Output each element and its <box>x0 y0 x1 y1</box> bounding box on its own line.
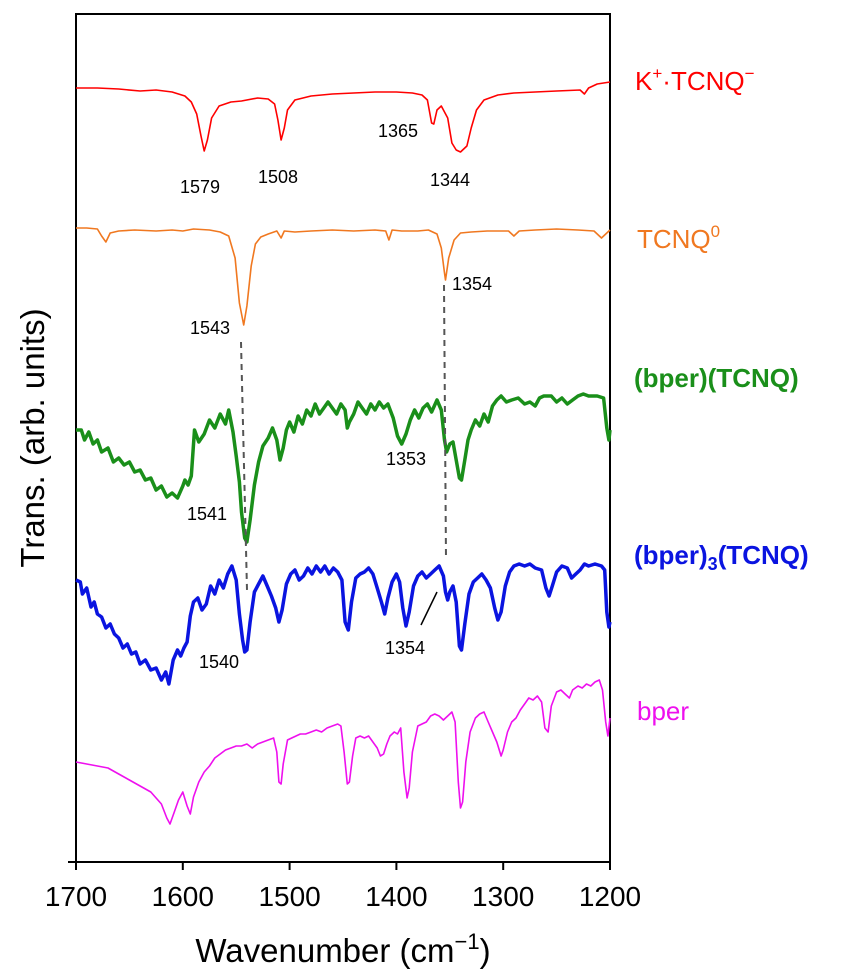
leader-line-1354 <box>420 591 438 626</box>
series-label-k-tcnq: K+·TCNQ− <box>635 64 755 96</box>
series-layer <box>75 81 612 825</box>
series-label-bper3-tcnq: (bper)3(TCNQ) <box>634 540 809 574</box>
x-ticks <box>75 862 611 870</box>
series-line-0 <box>76 81 611 153</box>
series-label-bper: bper <box>637 696 689 726</box>
peak-label-1344: 1344 <box>430 170 470 190</box>
peak-label-1354-blue: 1354 <box>385 638 425 658</box>
series-label-k-tcnq-sup1: + <box>652 64 662 83</box>
x-tick-label-1400: 1400 <box>365 881 427 912</box>
series-label-tcnq0-sup: 0 <box>711 222 720 241</box>
series-label-bper3-main: (bper) <box>634 540 708 570</box>
x-tick-label-1200: 1200 <box>579 881 641 912</box>
series-line-2 <box>76 392 612 544</box>
peak-label-1540: 1540 <box>199 652 239 672</box>
x-tick-labels: 1700 1600 1500 1400 1300 1200 <box>45 881 641 912</box>
peak-label-1579: 1579 <box>180 177 220 197</box>
series-label-bper3-sub: 3 <box>708 554 718 574</box>
peak-label-1543: 1543 <box>190 318 230 338</box>
series-label-k-tcnq-main: K <box>635 66 653 96</box>
x-tick-label-1600: 1600 <box>152 881 214 912</box>
y-axis-title: Trans. (arb. units) <box>14 308 51 567</box>
series-line-3 <box>75 562 612 686</box>
dashed-guide-1543 <box>240 341 248 591</box>
x-axis-title-end: ) <box>480 932 491 969</box>
dashed-guide-1354 <box>443 284 447 561</box>
x-tick-label-1500: 1500 <box>258 881 320 912</box>
peak-label-1365: 1365 <box>378 121 418 141</box>
series-label-tcnq0: TCNQ0 <box>637 222 720 254</box>
plot-frame <box>75 13 611 863</box>
series-line-4 <box>75 679 611 825</box>
x-axis-title-sup: −1 <box>455 929 480 954</box>
peak-label-1541: 1541 <box>187 504 227 524</box>
x-axis-title: Wavenumber (cm−1) <box>195 929 490 969</box>
peak-label-1508: 1508 <box>258 167 298 187</box>
peak-label-1353: 1353 <box>386 449 426 469</box>
series-label-tcnq0-main: TCNQ <box>637 224 711 254</box>
x-tick-label-1300: 1300 <box>472 881 534 912</box>
series-line-1 <box>76 227 611 326</box>
series-label-bper-tcnq: (bper)(TCNQ) <box>634 363 799 393</box>
series-label-k-tcnq-sup2: − <box>745 64 755 83</box>
x-axis-title-main: Wavenumber (cm <box>195 932 454 969</box>
peak-label-1354-orange: 1354 <box>452 274 492 294</box>
x-tick-label-1700: 1700 <box>45 881 107 912</box>
series-label-bper3-end: (TCNQ) <box>718 540 809 570</box>
series-label-k-tcnq-mid: ·TCNQ <box>662 66 744 96</box>
